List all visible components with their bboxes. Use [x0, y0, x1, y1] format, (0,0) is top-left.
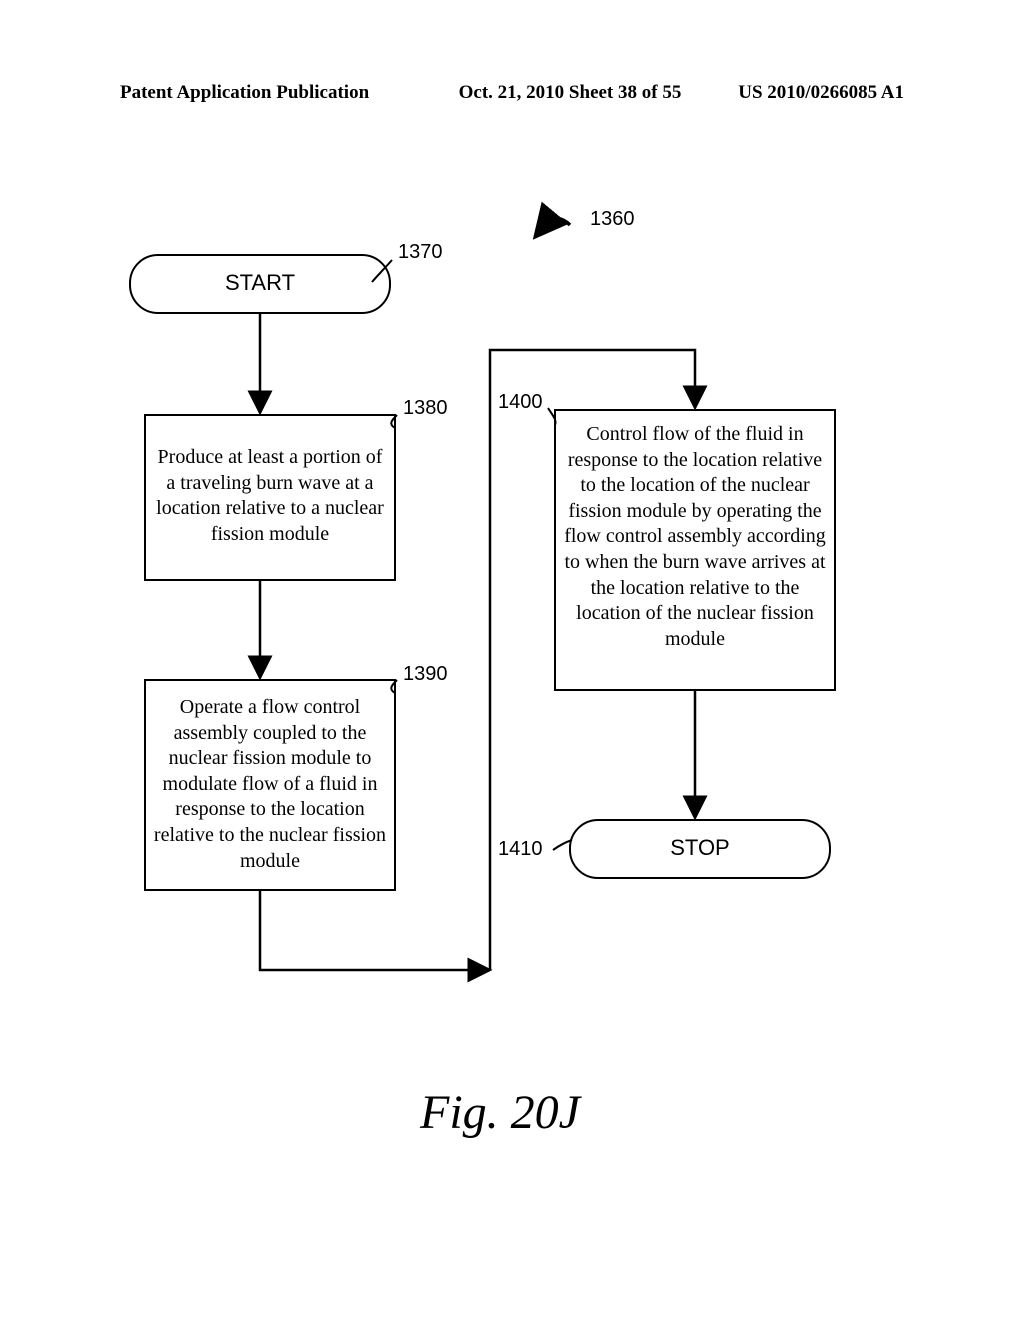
- start-label: START: [130, 270, 390, 296]
- ref-1400: 1400: [498, 391, 543, 413]
- edge-1390-to-riser: [260, 890, 490, 970]
- figure-caption: Fig. 20J: [420, 1085, 580, 1140]
- stop-label: STOP: [570, 835, 830, 861]
- ref-1410: 1410: [498, 838, 543, 860]
- ref-1380: 1380: [403, 397, 448, 419]
- ref-1360: 1360: [590, 208, 635, 230]
- ref-1370: 1370: [398, 241, 443, 263]
- process-box-1390-text: Operate a flow control assembly coupled …: [152, 695, 388, 874]
- process-box-1380-text: Produce at least a portion of a travelin…: [152, 445, 388, 547]
- ref-1390: 1390: [403, 663, 448, 685]
- leader-1360: [535, 219, 570, 237]
- page: Patent Application Publication Oct. 21, …: [0, 0, 1024, 1320]
- process-box-1400-text: Control flow of the fluid in response to…: [563, 422, 827, 652]
